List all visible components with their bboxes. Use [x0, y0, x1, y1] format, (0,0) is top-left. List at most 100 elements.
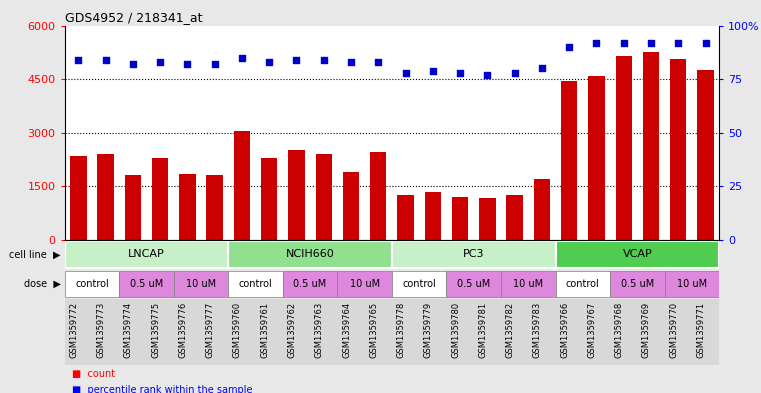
- Point: [699, 40, 712, 46]
- Text: 10 uM: 10 uM: [349, 279, 380, 289]
- Point: [72, 57, 84, 63]
- FancyBboxPatch shape: [392, 241, 556, 268]
- Point: [236, 55, 248, 61]
- Bar: [180, 174, 196, 240]
- Text: control: control: [75, 279, 109, 289]
- FancyBboxPatch shape: [65, 299, 719, 365]
- FancyBboxPatch shape: [392, 271, 447, 297]
- Text: NCIH660: NCIH660: [285, 250, 335, 259]
- Bar: [616, 56, 632, 240]
- Text: GSM1359765: GSM1359765: [369, 302, 378, 358]
- Bar: [670, 59, 686, 240]
- Text: GSM1359769: GSM1359769: [642, 302, 651, 358]
- Point: [181, 61, 193, 67]
- FancyBboxPatch shape: [501, 271, 556, 297]
- Text: ■  percentile rank within the sample: ■ percentile rank within the sample: [72, 385, 253, 393]
- Text: VCAP: VCAP: [622, 250, 652, 259]
- Text: GSM1359778: GSM1359778: [396, 302, 406, 358]
- Bar: [125, 175, 141, 240]
- Bar: [97, 154, 114, 240]
- Text: cell line  ▶: cell line ▶: [9, 250, 61, 259]
- FancyBboxPatch shape: [283, 271, 337, 297]
- Bar: [316, 154, 332, 240]
- Text: GSM1359774: GSM1359774: [124, 302, 133, 358]
- Bar: [343, 172, 359, 240]
- Bar: [588, 75, 605, 240]
- Text: GSM1359768: GSM1359768: [615, 302, 624, 358]
- Point: [536, 65, 548, 72]
- Text: control: control: [566, 279, 600, 289]
- Text: GSM1359760: GSM1359760: [233, 302, 242, 358]
- FancyBboxPatch shape: [664, 271, 719, 297]
- Point: [672, 40, 684, 46]
- Text: GSM1359763: GSM1359763: [315, 302, 323, 358]
- Text: GSM1359764: GSM1359764: [342, 302, 351, 358]
- Text: dose  ▶: dose ▶: [24, 279, 61, 289]
- Text: 0.5 uM: 0.5 uM: [294, 279, 326, 289]
- Bar: [452, 197, 468, 240]
- Bar: [70, 156, 87, 240]
- Text: control: control: [239, 279, 272, 289]
- Bar: [370, 152, 387, 240]
- FancyBboxPatch shape: [65, 241, 228, 268]
- Text: GSM1359775: GSM1359775: [151, 302, 160, 358]
- Text: GSM1359773: GSM1359773: [97, 302, 106, 358]
- Text: GSM1359762: GSM1359762: [288, 302, 297, 358]
- Text: GSM1359777: GSM1359777: [205, 302, 215, 358]
- FancyBboxPatch shape: [556, 271, 610, 297]
- Text: GSM1359783: GSM1359783: [533, 302, 542, 358]
- FancyBboxPatch shape: [228, 241, 392, 268]
- Text: 0.5 uM: 0.5 uM: [457, 279, 490, 289]
- Point: [563, 44, 575, 50]
- FancyBboxPatch shape: [228, 271, 283, 297]
- Text: 10 uM: 10 uM: [513, 279, 543, 289]
- Text: GSM1359780: GSM1359780: [451, 302, 460, 358]
- Point: [400, 70, 412, 76]
- FancyBboxPatch shape: [610, 271, 664, 297]
- Text: GSM1359772: GSM1359772: [69, 302, 78, 358]
- FancyBboxPatch shape: [337, 271, 392, 297]
- Bar: [507, 195, 523, 240]
- Text: GSM1359761: GSM1359761: [260, 302, 269, 358]
- Text: PC3: PC3: [463, 250, 485, 259]
- Point: [100, 57, 112, 63]
- Point: [154, 59, 166, 65]
- Text: GSM1359781: GSM1359781: [479, 302, 487, 358]
- Bar: [234, 131, 250, 240]
- Point: [618, 40, 630, 46]
- Bar: [643, 52, 659, 240]
- Text: GSM1359779: GSM1359779: [424, 302, 433, 358]
- Point: [481, 72, 493, 78]
- FancyBboxPatch shape: [119, 271, 174, 297]
- Text: 0.5 uM: 0.5 uM: [621, 279, 654, 289]
- Text: ■  count: ■ count: [72, 369, 116, 379]
- Point: [591, 40, 603, 46]
- Bar: [152, 158, 168, 240]
- Point: [508, 70, 521, 76]
- Point: [645, 40, 657, 46]
- Point: [427, 67, 439, 73]
- Point: [345, 59, 357, 65]
- Bar: [397, 195, 414, 240]
- Bar: [479, 198, 495, 240]
- Bar: [533, 179, 550, 240]
- Bar: [261, 158, 277, 240]
- Text: GSM1359766: GSM1359766: [560, 302, 569, 358]
- Bar: [561, 81, 578, 240]
- Bar: [206, 175, 223, 240]
- Text: 10 uM: 10 uM: [186, 279, 216, 289]
- Bar: [697, 70, 714, 240]
- Text: control: control: [403, 279, 436, 289]
- Text: GDS4952 / 218341_at: GDS4952 / 218341_at: [65, 11, 202, 24]
- Bar: [288, 151, 304, 240]
- Point: [317, 57, 330, 63]
- Text: GSM1359770: GSM1359770: [669, 302, 678, 358]
- FancyBboxPatch shape: [65, 271, 119, 297]
- FancyBboxPatch shape: [556, 241, 719, 268]
- Text: GSM1359767: GSM1359767: [587, 302, 597, 358]
- Text: 0.5 uM: 0.5 uM: [130, 279, 163, 289]
- Text: LNCAP: LNCAP: [128, 250, 165, 259]
- FancyBboxPatch shape: [174, 271, 228, 297]
- Bar: [425, 191, 441, 240]
- Point: [127, 61, 139, 67]
